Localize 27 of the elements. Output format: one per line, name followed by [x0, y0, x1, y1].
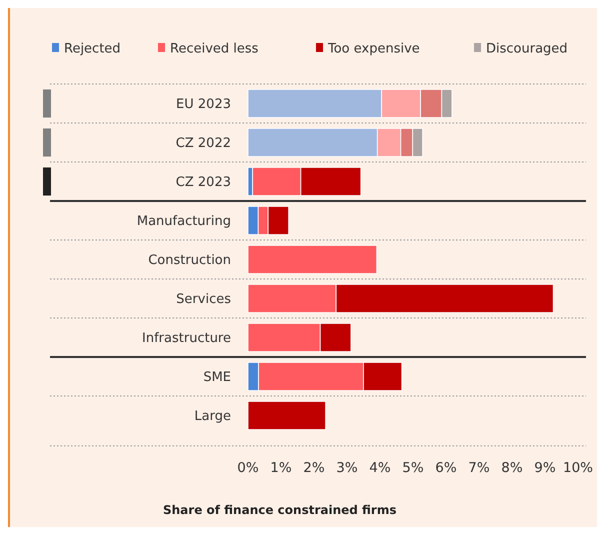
- x-tick-label: 3%: [336, 460, 358, 476]
- x-tick-label: 5%: [402, 460, 424, 476]
- legend-label: Too expensive: [327, 42, 420, 57]
- y-tick-label: EU 2023: [176, 97, 231, 112]
- x-tick-label: 0%: [237, 460, 259, 476]
- x-tick-label: 2%: [303, 460, 325, 476]
- x-tick-label: 7%: [468, 460, 490, 476]
- y-tick-label: Services: [176, 292, 232, 308]
- x-tick-label: 4%: [369, 460, 391, 476]
- x-tick-label: 6%: [435, 460, 457, 476]
- bar: [248, 401, 326, 430]
- legend-label: Rejected: [64, 42, 121, 57]
- legend-label: Discouraged: [486, 42, 568, 57]
- x-tick-label: 1%: [270, 460, 292, 476]
- y-tick-label: CZ 2023: [176, 175, 231, 190]
- x-tick-label: 10%: [562, 460, 594, 476]
- x-axis-title: Share of finance constrained firms: [163, 503, 396, 517]
- x-tick-label: 9%: [534, 460, 556, 476]
- y-tick-label: Manufacturing: [136, 214, 231, 230]
- y-tick-label: Infrastructure: [142, 331, 231, 346]
- y-tick-label: SME: [203, 370, 231, 386]
- x-tick-label: 8%: [501, 460, 523, 476]
- y-tick-label: Construction: [148, 253, 231, 268]
- legend-label: Received less: [170, 42, 259, 57]
- y-tick-label: CZ 2022: [176, 136, 231, 152]
- y-tick-label: Large: [194, 409, 231, 424]
- bar: [248, 245, 378, 274]
